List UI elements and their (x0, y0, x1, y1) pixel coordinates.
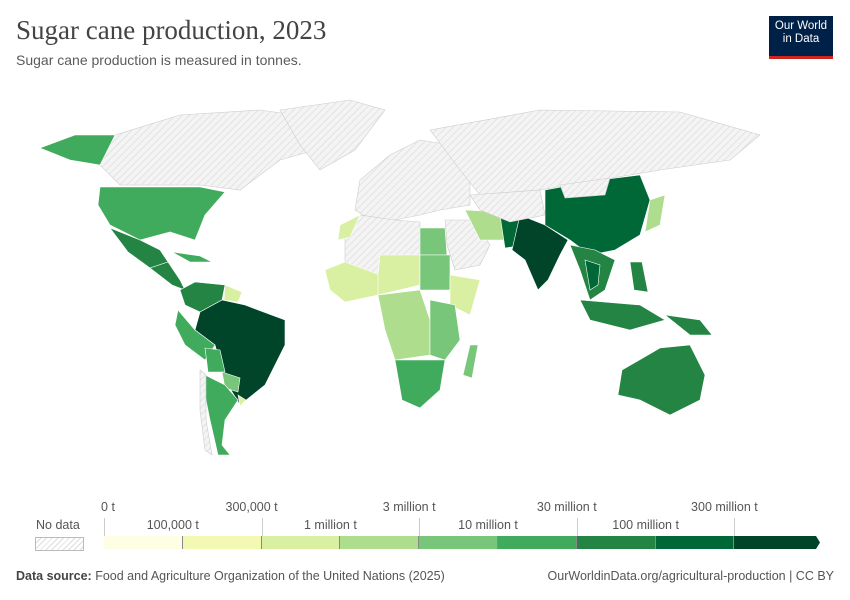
logo-line2: in Data (782, 33, 820, 45)
world-map[interactable] (0, 95, 850, 495)
region-southern-africa[interactable] (394, 359, 446, 409)
legend-bin[interactable] (576, 536, 656, 549)
region-alaska[interactable] (39, 134, 116, 166)
region-peru[interactable] (174, 309, 216, 361)
legend-bin[interactable] (182, 536, 262, 549)
region-russia[interactable] (429, 109, 761, 196)
legend-bin[interactable] (340, 536, 420, 549)
legend-tick-label: 300 million t (691, 500, 758, 514)
legend-tick (734, 518, 736, 536)
region-canada[interactable] (99, 109, 331, 191)
legend-bin[interactable] (261, 536, 341, 549)
region-sudan[interactable] (419, 254, 451, 291)
legend-tick (419, 518, 421, 536)
region-mongolia[interactable] (559, 177, 611, 199)
legend-tick-label: 0 t (101, 500, 115, 514)
region-greenland[interactable] (279, 99, 386, 171)
legend-tick (576, 518, 578, 536)
region-indonesia[interactable] (579, 299, 666, 331)
region-east-africa[interactable] (429, 299, 461, 361)
region-india[interactable] (511, 214, 569, 291)
region-egypt[interactable] (419, 227, 448, 256)
region-sahel[interactable] (377, 254, 421, 296)
region-thailand[interactable] (584, 259, 601, 291)
region-australia[interactable] (617, 344, 706, 416)
region-caribbean[interactable] (171, 251, 213, 263)
region-papua[interactable] (663, 314, 713, 336)
legend-bin[interactable] (655, 536, 735, 549)
region-uruguay[interactable] (237, 394, 247, 407)
legend-color-bar (104, 536, 814, 549)
source-link[interactable]: OurWorldinData.org/agricultural-producti… (547, 569, 834, 583)
region-ethiopia[interactable] (449, 274, 481, 316)
region-morocco[interactable] (337, 214, 361, 241)
region-central-america[interactable] (149, 261, 186, 291)
region-philippines[interactable] (629, 261, 649, 293)
legend-tick-label: 300,000 t (225, 500, 278, 514)
legend-bin[interactable] (104, 536, 183, 549)
legend-tick-label: 30 million t (536, 500, 597, 514)
legend-no-data-label: No data (36, 518, 80, 532)
legend-tick-label: 100,000 t (146, 518, 199, 532)
legend-tick-label: 1 million t (303, 518, 357, 532)
legend-bin[interactable] (419, 536, 498, 549)
legend-tick-label: 10 million t (458, 518, 518, 532)
legend-tick (104, 518, 105, 536)
region-chile[interactable] (199, 369, 213, 456)
legend-arrow-icon (812, 536, 820, 549)
legend-tick-label: 100 million t (612, 518, 679, 532)
legend-bin[interactable] (734, 536, 814, 549)
region-bolivia[interactable] (204, 347, 226, 373)
legend-no-data-swatch (35, 537, 84, 551)
region-madagascar[interactable] (462, 344, 479, 379)
data-source: Data source: Food and Agriculture Organi… (16, 569, 445, 583)
legend-tick (261, 518, 263, 536)
region-argentina[interactable] (204, 374, 239, 456)
legend-bin[interactable] (497, 536, 577, 549)
region-usa[interactable] (97, 186, 226, 241)
region-guianas[interactable] (223, 284, 243, 303)
chart-title: Sugar cane production, 2023 (16, 15, 327, 45)
region-japan[interactable] (644, 194, 666, 233)
region-central-asia[interactable] (469, 189, 546, 223)
legend-tick-label: 3 million t (382, 500, 436, 514)
region-central-africa[interactable] (377, 289, 431, 361)
logo-line1: Our World (774, 20, 828, 32)
owid-logo[interactable]: Our World in Data (769, 16, 833, 59)
chart-subtitle: Sugar cane production is measured in ton… (16, 52, 302, 68)
